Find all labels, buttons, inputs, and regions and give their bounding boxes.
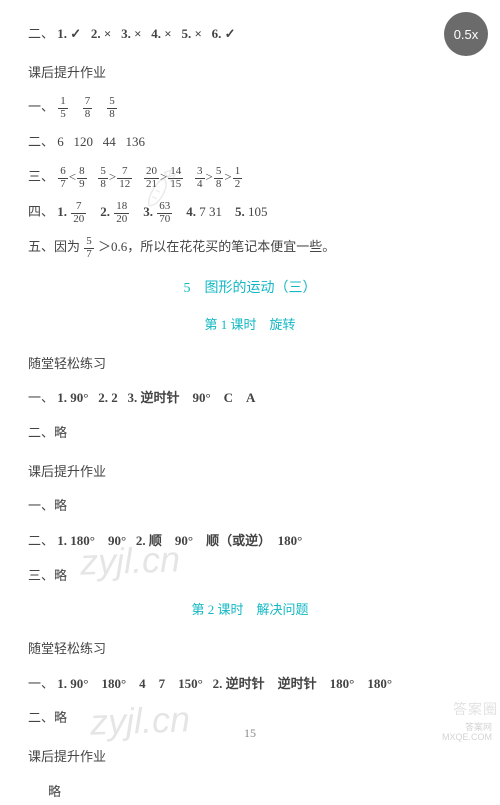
fraction: 1820 xyxy=(114,201,129,225)
document-body: 二、 1. ✓ 2. × 3. × 4. × 5. × 6. ✓ 课后提升作业 … xyxy=(0,0,500,805)
fraction: 34 xyxy=(195,166,205,190)
prefix: 一、 xyxy=(28,676,54,691)
part: 1. 180° 90° xyxy=(57,533,126,548)
zoom-value: 0.5x xyxy=(454,27,479,42)
label: 2. xyxy=(100,204,110,219)
item: 2. × xyxy=(91,26,111,41)
part: 2. 逆时针 逆时针 180° 180° xyxy=(213,676,392,691)
fraction: 712 xyxy=(117,166,132,190)
item: 3. × xyxy=(121,26,141,41)
fraction: 78 xyxy=(83,96,93,120)
prefix: 一、 xyxy=(28,390,54,405)
item: 6. ✓ xyxy=(212,26,236,41)
answer-line-two: 二、 1. ✓ 2. × 3. × 4. × 5. × 6. ✓ xyxy=(28,22,472,47)
part: 2. 顺 90° 顺（或逆） 180° xyxy=(136,533,302,548)
value: 7 31 xyxy=(199,204,222,219)
answer-line-two-numbers: 二、 6 120 44 136 xyxy=(28,130,472,155)
value: 6 xyxy=(57,134,64,149)
prefix: 五、因为 xyxy=(28,239,80,254)
part: 1. 90° xyxy=(57,390,88,405)
section-heading: 随堂轻松练习 xyxy=(28,637,472,662)
suffix: ＞0.6，所以在花花买的笔记本便宜一些。 xyxy=(98,239,335,254)
comparison-op: > xyxy=(160,169,167,184)
value: 105 xyxy=(248,204,268,219)
page-number: 15 xyxy=(0,726,500,741)
answer-line-five: 五、因为 57 ＞0.6，所以在花花买的笔记本便宜一些。 xyxy=(28,235,472,260)
fraction: 12 xyxy=(233,166,243,190)
zoom-badge[interactable]: 0.5x xyxy=(444,12,488,56)
fraction: 6370 xyxy=(157,201,172,225)
part: 3. 逆时针 90° C A xyxy=(127,390,255,405)
fraction: 15 xyxy=(58,96,68,120)
answer-line-one-fractions: 一、 15 78 58 xyxy=(28,95,472,120)
part: 1. 90° 180° 4 7 150° xyxy=(57,676,203,691)
fraction: 58 xyxy=(98,166,108,190)
fraction: 2021 xyxy=(144,166,159,190)
answer-line-three-comparisons: 三、 67<89 58>712 2021>1415 34>58>12 xyxy=(28,165,472,190)
value: 44 xyxy=(103,134,116,149)
fraction: 89 xyxy=(77,166,87,190)
prefix: 二、 xyxy=(28,134,54,149)
comparison-op: < xyxy=(69,169,76,184)
answer-line: 二、略 xyxy=(28,421,472,446)
answer-line: 略 xyxy=(28,780,472,805)
part: 2. 2 xyxy=(98,390,118,405)
fraction: 67 xyxy=(58,166,68,190)
answer-line-four: 四、 1. 720 2. 1820 3. 6370 4. 7 31 5. 105 xyxy=(28,200,472,225)
fraction: 58 xyxy=(107,96,117,120)
fraction: 720 xyxy=(71,201,86,225)
prefix: 一、 xyxy=(28,99,54,114)
label: 4. xyxy=(186,204,196,219)
answer-line: 一、 1. 90° 2. 2 3. 逆时针 90° C A xyxy=(28,386,472,411)
section-heading: 随堂轻松练习 xyxy=(28,352,472,377)
prefix: 二、 xyxy=(28,533,54,548)
label: 1. xyxy=(57,204,67,219)
prefix: 三、 xyxy=(28,169,54,184)
value: 136 xyxy=(126,134,146,149)
answer-line: 三、略 xyxy=(28,564,472,589)
answer-line: 二、 1. 180° 90° 2. 顺 90° 顺（或逆） 180° xyxy=(28,529,472,554)
item: 1. ✓ xyxy=(57,26,81,41)
lesson-title: 第 1 课时 旋转 xyxy=(28,313,472,338)
comparison-op: > xyxy=(109,169,116,184)
comparison-op: > xyxy=(224,169,231,184)
chapter-title: 5 图形的运动（三） xyxy=(28,276,472,303)
comparison-op: > xyxy=(206,169,213,184)
item: 4. × xyxy=(151,26,171,41)
fraction: 57 xyxy=(84,236,94,260)
lesson-title: 第 2 课时 解决问题 xyxy=(28,598,472,623)
section-heading: 课后提升作业 xyxy=(28,61,472,86)
fraction: 58 xyxy=(214,166,224,190)
answer-line: 一、 1. 90° 180° 4 7 150° 2. 逆时针 逆时针 180° … xyxy=(28,672,472,697)
item: 5. × xyxy=(181,26,201,41)
prefix: 四、 xyxy=(28,204,54,219)
label: 3. xyxy=(143,204,153,219)
fraction: 1415 xyxy=(168,166,183,190)
section-heading: 课后提升作业 xyxy=(28,460,472,485)
value: 120 xyxy=(74,134,94,149)
prefix: 二、 xyxy=(28,26,54,41)
answer-line: 一、略 xyxy=(28,494,472,519)
label: 5. xyxy=(235,204,245,219)
